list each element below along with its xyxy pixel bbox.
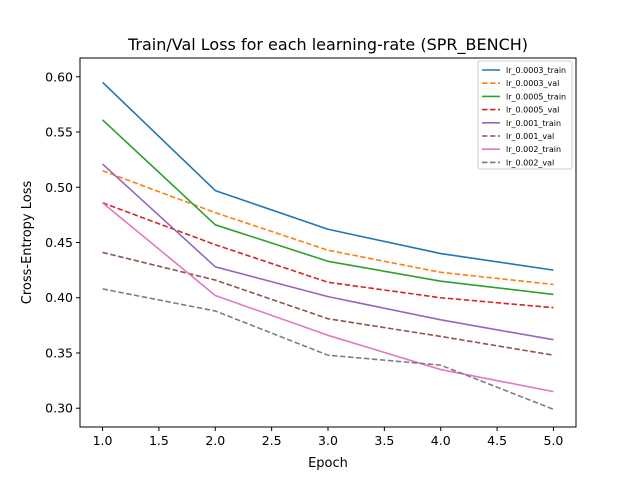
x-tick-label: 2.0 [205, 433, 225, 448]
legend-label: lr_0.001_val [506, 132, 554, 141]
y-tick-label: 0.30 [45, 401, 73, 416]
series-line-lr_0.0005_val [102, 201, 554, 309]
legend: lr_0.0003_train lr_0.0003_val lr_0.0005_tr… [477, 60, 573, 170]
y-tick-label: 0.55 [45, 125, 73, 140]
x-tick-label: 2.5 [262, 433, 282, 448]
y-axis-label: Cross-Entropy Loss [20, 181, 35, 305]
legend-label: lr_0.002_val [506, 158, 554, 167]
plot-lines [101, 81, 554, 411]
series-line-lr_0.001_train [102, 163, 554, 341]
series-line-lr_0.0005_train [102, 119, 554, 296]
legend-label: lr_0.0005_val [506, 106, 559, 115]
x-tick-label: 1.0 [93, 433, 113, 448]
legend-label: lr_0.0003_train [506, 66, 566, 75]
x-tick-label: 4.0 [431, 433, 451, 448]
x-tick-label: 5.0 [544, 433, 564, 448]
x-axis-ticks: 1.0 1.5 2.0 2.5 3.0 3.5 4.0 4.5 5.0 [93, 427, 564, 448]
series-line-lr_0.0003_train [101, 81, 554, 271]
series-line-lr_0.0003_val [102, 169, 554, 286]
series-line-lr_0.002_train [102, 202, 554, 393]
x-axis-label: Epoch [308, 456, 348, 471]
x-tick-label: 3.0 [318, 433, 338, 448]
y-axis-ticks: 0.30 0.35 0.40 0.45 0.50 0.55 0.60 [45, 69, 80, 416]
legend-label: lr_0.0005_train [506, 92, 566, 101]
x-tick-label: 4.5 [487, 433, 507, 448]
y-tick-label: 0.60 [45, 69, 73, 84]
series-line-lr_0.001_val [102, 251, 554, 356]
series-line-lr_0.002_val [102, 288, 554, 411]
y-tick-label: 0.40 [45, 290, 73, 305]
legend-label: lr_0.002_train [506, 145, 561, 154]
legend-box [477, 60, 573, 170]
legend-label: lr_0.001_train [506, 119, 561, 128]
y-tick-label: 0.50 [45, 180, 73, 195]
x-tick-label: 3.5 [374, 433, 394, 448]
x-tick-label: 1.5 [149, 433, 169, 448]
y-tick-label: 0.45 [45, 235, 73, 250]
y-tick-label: 0.35 [45, 345, 73, 360]
legend-label: lr_0.0003_val [506, 79, 559, 88]
chart-title: Train/Val Loss for each learning-rate (S… [127, 35, 528, 55]
